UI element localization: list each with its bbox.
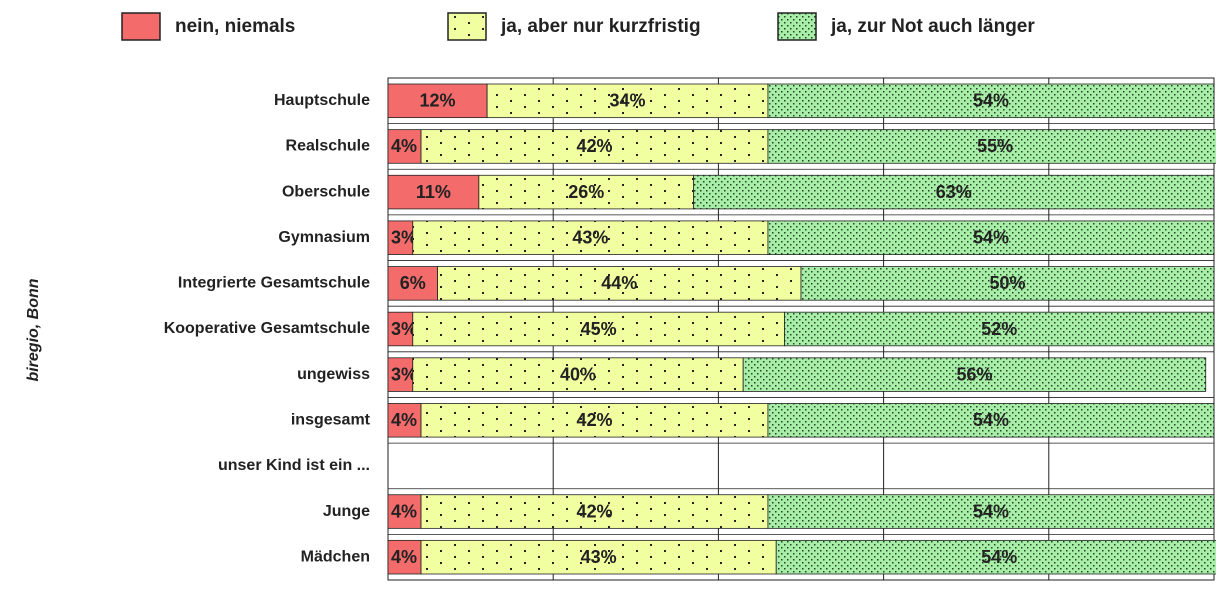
bar-segment (800, 266, 1215, 301)
category-label: Realschule (286, 138, 371, 155)
bar-segment (486, 83, 769, 119)
bar-segment (387, 266, 438, 301)
legend-label: nein, niemals (175, 16, 295, 37)
category-label: Oberschule (282, 183, 370, 200)
value-label: 56% (956, 364, 992, 384)
bar-segment (420, 403, 769, 438)
value-label: 12% (420, 91, 456, 111)
value-label: 44% (601, 273, 637, 293)
value-label: 55% (977, 136, 1013, 156)
bar-segment (412, 311, 785, 347)
legend-swatch (121, 12, 161, 41)
value-label: 50% (989, 273, 1025, 293)
bar-segment (767, 83, 1215, 119)
value-label: 3% (391, 319, 417, 339)
bar-segment (767, 494, 1215, 529)
bar-segment (784, 311, 1215, 347)
legend-label: ja, aber nur kurzfristig (500, 16, 701, 37)
value-label: 42% (576, 410, 612, 430)
bar-segment (767, 220, 1215, 255)
value-label: 3% (391, 227, 417, 247)
bar-segment (387, 311, 414, 347)
category-label: unser Kind ist ein ... (218, 457, 370, 474)
value-label: 4% (391, 501, 417, 521)
value-label: 54% (973, 501, 1009, 521)
category-label: Kooperative Gesamtschule (164, 320, 370, 337)
bar-segment (767, 129, 1216, 164)
bar-segment (420, 494, 769, 529)
legend-swatch (777, 12, 817, 41)
value-label: 11% (416, 182, 451, 202)
value-label: 54% (981, 547, 1017, 567)
value-label: 52% (981, 319, 1017, 339)
value-label: 4% (391, 410, 417, 430)
value-label: 4% (391, 136, 417, 156)
bar-segment (478, 174, 695, 210)
legend-swatch (447, 12, 487, 41)
bar-segment (775, 539, 1216, 575)
bar-segment (742, 357, 1207, 392)
bar-segment (420, 129, 769, 164)
category-label: Hauptschule (274, 92, 370, 109)
value-label: 34% (610, 91, 646, 111)
value-label: 3% (391, 364, 417, 384)
bar-segment (437, 266, 802, 301)
category-label: Junge (323, 503, 370, 520)
value-label: 45% (581, 319, 617, 339)
value-label: 42% (576, 136, 612, 156)
value-label: 26% (568, 182, 604, 202)
category-label: Integrierte Gesamtschule (178, 275, 370, 292)
legend-label: ja, zur Not auch länger (830, 16, 1035, 37)
bar-segment (412, 220, 769, 255)
category-label: Mädchen (301, 548, 370, 565)
value-label: 4% (391, 547, 417, 567)
value-label: 43% (581, 547, 617, 567)
value-label: 54% (973, 227, 1009, 247)
value-label: 63% (936, 182, 972, 202)
value-label: 54% (973, 91, 1009, 111)
bar-segment (387, 494, 422, 529)
value-label: 54% (973, 410, 1009, 430)
bar-segment (387, 403, 422, 438)
bar-segment (767, 403, 1215, 438)
value-label: 6% (400, 273, 426, 293)
bar-segment (387, 220, 414, 255)
category-label: ungewiss (297, 366, 370, 383)
value-label: 43% (572, 227, 608, 247)
bar-segment (693, 174, 1215, 210)
category-label: Gymnasium (278, 229, 370, 246)
value-label: 42% (576, 501, 612, 521)
category-label: insgesamt (291, 411, 371, 428)
bar-segment (412, 357, 744, 392)
value-label: 40% (560, 364, 596, 384)
side-note: biregio, Bonn (25, 278, 42, 381)
